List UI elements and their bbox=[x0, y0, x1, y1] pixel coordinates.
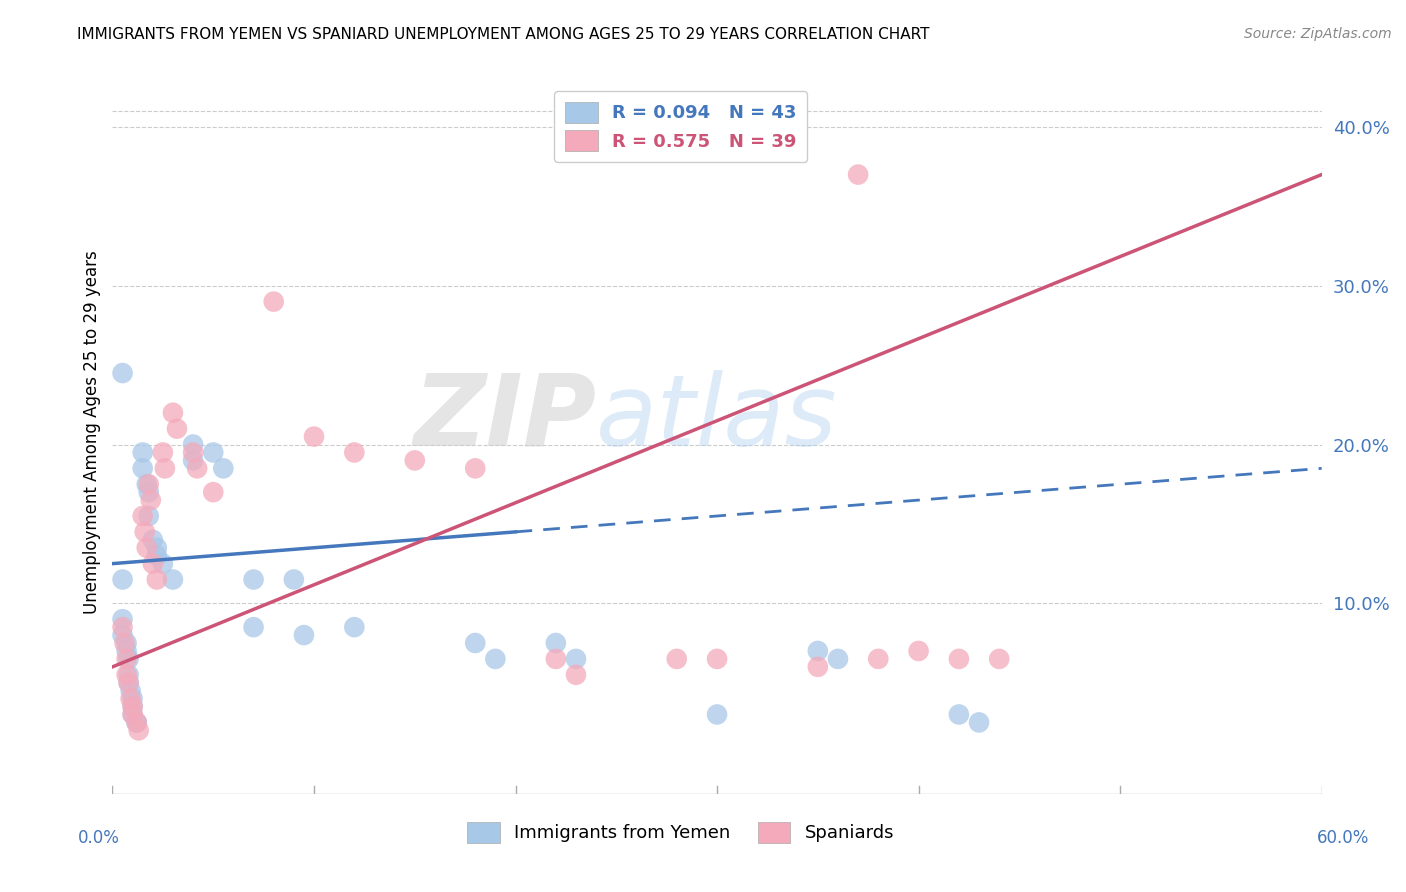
Point bbox=[181, 437, 204, 451]
Point bbox=[202, 485, 225, 500]
Point bbox=[146, 541, 169, 555]
Point bbox=[134, 524, 156, 539]
Text: Source: ZipAtlas.com: Source: ZipAtlas.com bbox=[1244, 27, 1392, 41]
Point bbox=[111, 620, 134, 634]
Point bbox=[153, 461, 176, 475]
Point bbox=[186, 461, 208, 475]
Point bbox=[404, 453, 426, 467]
Text: IMMIGRANTS FROM YEMEN VS SPANIARD UNEMPLOYMENT AMONG AGES 25 TO 29 YEARS CORRELA: IMMIGRANTS FROM YEMEN VS SPANIARD UNEMPL… bbox=[77, 27, 929, 42]
Point bbox=[464, 636, 486, 650]
Point bbox=[132, 508, 155, 523]
Point bbox=[138, 485, 160, 500]
Point bbox=[111, 612, 134, 626]
Point bbox=[132, 445, 155, 459]
Point bbox=[120, 691, 142, 706]
Text: 0.0%: 0.0% bbox=[77, 829, 120, 847]
Point bbox=[988, 652, 1011, 666]
Point bbox=[132, 461, 155, 475]
Point bbox=[121, 699, 143, 714]
Point bbox=[111, 366, 134, 380]
Point bbox=[114, 636, 136, 650]
Point bbox=[152, 557, 174, 571]
Point bbox=[706, 652, 728, 666]
Point bbox=[846, 168, 869, 182]
Point bbox=[907, 644, 929, 658]
Point bbox=[115, 667, 138, 681]
Point bbox=[162, 406, 184, 420]
Point bbox=[868, 652, 890, 666]
Point bbox=[166, 422, 188, 436]
Point bbox=[121, 691, 143, 706]
Point bbox=[343, 620, 366, 634]
Point bbox=[827, 652, 849, 666]
Point bbox=[544, 636, 567, 650]
Point bbox=[212, 461, 235, 475]
Point bbox=[120, 683, 142, 698]
Point bbox=[706, 707, 728, 722]
Point bbox=[242, 573, 264, 587]
Point bbox=[343, 445, 366, 459]
Point bbox=[948, 652, 970, 666]
Point bbox=[121, 707, 143, 722]
Point bbox=[115, 636, 138, 650]
Point bbox=[181, 453, 204, 467]
Point bbox=[111, 573, 134, 587]
Point bbox=[117, 667, 139, 681]
Point bbox=[162, 573, 184, 587]
Point bbox=[125, 715, 148, 730]
Point bbox=[115, 644, 138, 658]
Point bbox=[292, 628, 315, 642]
Point bbox=[665, 652, 688, 666]
Text: ZIP: ZIP bbox=[413, 369, 596, 467]
Point bbox=[138, 477, 160, 491]
Point bbox=[464, 461, 486, 475]
Point bbox=[544, 652, 567, 666]
Point bbox=[152, 445, 174, 459]
Point bbox=[302, 429, 325, 443]
Point bbox=[948, 707, 970, 722]
Point bbox=[121, 707, 143, 722]
Point bbox=[565, 652, 588, 666]
Point bbox=[202, 445, 225, 459]
Legend: Immigrants from Yemen, Spaniards: Immigrants from Yemen, Spaniards bbox=[460, 814, 901, 850]
Point bbox=[142, 557, 165, 571]
Point bbox=[135, 477, 157, 491]
Point bbox=[121, 699, 143, 714]
Point bbox=[139, 493, 162, 508]
Point bbox=[181, 445, 204, 459]
Point bbox=[117, 675, 139, 690]
Point bbox=[484, 652, 506, 666]
Text: atlas: atlas bbox=[596, 369, 838, 467]
Point bbox=[111, 628, 134, 642]
Point bbox=[807, 644, 830, 658]
Point bbox=[138, 508, 160, 523]
Point bbox=[283, 573, 305, 587]
Point bbox=[807, 660, 830, 674]
Point bbox=[146, 573, 169, 587]
Point bbox=[117, 652, 139, 666]
Point bbox=[128, 723, 150, 738]
Point bbox=[115, 652, 138, 666]
Point bbox=[146, 549, 169, 563]
Y-axis label: Unemployment Among Ages 25 to 29 years: Unemployment Among Ages 25 to 29 years bbox=[83, 251, 101, 615]
Text: 60.0%: 60.0% bbox=[1316, 829, 1369, 847]
Point bbox=[242, 620, 264, 634]
Point bbox=[142, 533, 165, 547]
Point bbox=[125, 715, 148, 730]
Point bbox=[565, 667, 588, 681]
Point bbox=[967, 715, 990, 730]
Point bbox=[263, 294, 285, 309]
Point bbox=[135, 541, 157, 555]
Point bbox=[125, 715, 148, 730]
Point bbox=[117, 675, 139, 690]
